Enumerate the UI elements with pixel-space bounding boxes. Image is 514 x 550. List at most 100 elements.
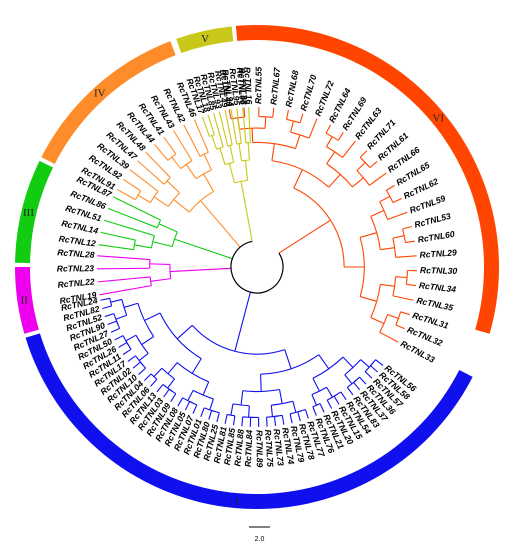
tree-branch	[192, 404, 198, 414]
tree-branch	[118, 342, 128, 348]
tree-branch	[386, 184, 395, 191]
tree-branch	[122, 178, 142, 192]
tree-branch	[143, 373, 152, 382]
tree-branch	[299, 113, 304, 123]
tree-branch	[370, 317, 385, 325]
tree-branch	[272, 107, 275, 118]
tree-branch	[342, 140, 356, 158]
tree-branch	[380, 247, 395, 251]
tree-branch	[392, 235, 405, 239]
tree-branch-arc	[395, 311, 402, 326]
tree-branch	[271, 143, 275, 161]
tree-branch-arc	[113, 313, 119, 325]
leaf-label: RcTNL88	[232, 429, 246, 467]
tree-branch	[244, 160, 249, 181]
tree-branch	[311, 394, 317, 406]
tree-branch	[281, 415, 285, 425]
leaf-label: RcTNL23	[57, 263, 95, 273]
tree-branch	[170, 393, 177, 403]
tree-branch	[213, 112, 224, 148]
tree-branch	[208, 410, 213, 420]
tree-branch	[359, 232, 377, 238]
leaf-label: RcTNL12	[58, 233, 96, 248]
tree-branch	[137, 194, 151, 204]
tree-branch	[138, 367, 146, 375]
tree-branch	[375, 359, 384, 366]
tree-branch-arc	[405, 270, 408, 285]
clade-ring-i	[25, 333, 473, 509]
tree-branch	[340, 391, 347, 401]
tree-branch-arc	[156, 219, 162, 228]
tree-branch	[166, 180, 180, 194]
tree-branch	[114, 335, 124, 341]
tree-branch-arc	[159, 312, 202, 360]
tree-branch	[238, 143, 243, 161]
tree-branch-arc	[150, 235, 155, 249]
clade-stem	[200, 200, 241, 248]
tree-branch	[337, 132, 344, 141]
tree-branch	[260, 374, 262, 392]
tree-branch	[177, 397, 184, 407]
tree-branch	[243, 107, 246, 118]
tree-branch	[115, 314, 127, 320]
tree-branch	[211, 135, 218, 150]
leaf-label: RcTNL95	[227, 68, 242, 106]
tree-branch	[370, 209, 385, 217]
tree-branch-arc	[122, 335, 130, 347]
tree-branch	[264, 116, 267, 129]
leaf-label: RcTNL60	[417, 229, 456, 245]
tree-branch-arc	[167, 192, 180, 207]
tree-branch	[289, 413, 293, 424]
tree-branch	[230, 403, 234, 416]
tree-branch	[112, 196, 161, 221]
tree-branch	[356, 162, 366, 171]
tree-branch	[353, 382, 361, 391]
tree-branch	[359, 376, 367, 385]
tree-branch	[395, 255, 417, 258]
tree-branch	[184, 401, 191, 411]
tree-branch	[405, 240, 415, 244]
tree-branch-arc	[234, 179, 248, 184]
clade-stem	[240, 181, 253, 242]
tree-branch-arc	[356, 170, 370, 186]
tree-branch-arc	[133, 239, 136, 250]
tree-branch	[230, 109, 238, 145]
tree-branch	[209, 398, 214, 411]
clade-label-iv: IV	[94, 87, 106, 99]
tree-branch	[312, 378, 320, 392]
tree-branch	[395, 324, 405, 330]
tree-branch	[292, 401, 297, 413]
tree-branch	[153, 196, 169, 208]
tree-branch	[326, 399, 333, 409]
clade-ring-ii	[15, 267, 39, 334]
tree-branch	[379, 331, 399, 343]
tree-branch	[218, 111, 229, 147]
tree-branch-arc	[137, 303, 155, 337]
tree-branch	[232, 415, 236, 426]
tree-branch	[156, 384, 164, 393]
leaf-label: RcTNL28	[57, 247, 95, 260]
tree-branch	[110, 327, 120, 333]
tree-branch	[100, 231, 136, 241]
tree-branch	[97, 267, 150, 270]
tree-branch	[127, 355, 136, 362]
tree-branch	[116, 188, 136, 201]
tree-branch	[286, 110, 289, 120]
clade-stem	[278, 219, 331, 254]
tree-branch	[173, 199, 190, 213]
tree-branch	[228, 163, 236, 183]
tree-branch	[270, 405, 274, 417]
tree-branch	[104, 313, 115, 318]
leaf-label: RcTNL73	[272, 428, 286, 466]
tree-branch	[99, 285, 152, 296]
tree-branch-arc	[149, 276, 152, 286]
tree-branch-arc	[359, 157, 371, 168]
tree-branch-arc	[176, 362, 209, 383]
tree-branch	[202, 381, 210, 396]
tree-branch	[167, 378, 175, 389]
tree-branch	[97, 276, 151, 283]
tree-branch	[167, 362, 178, 375]
tree-branch	[107, 207, 158, 229]
tree-branch	[370, 365, 379, 373]
